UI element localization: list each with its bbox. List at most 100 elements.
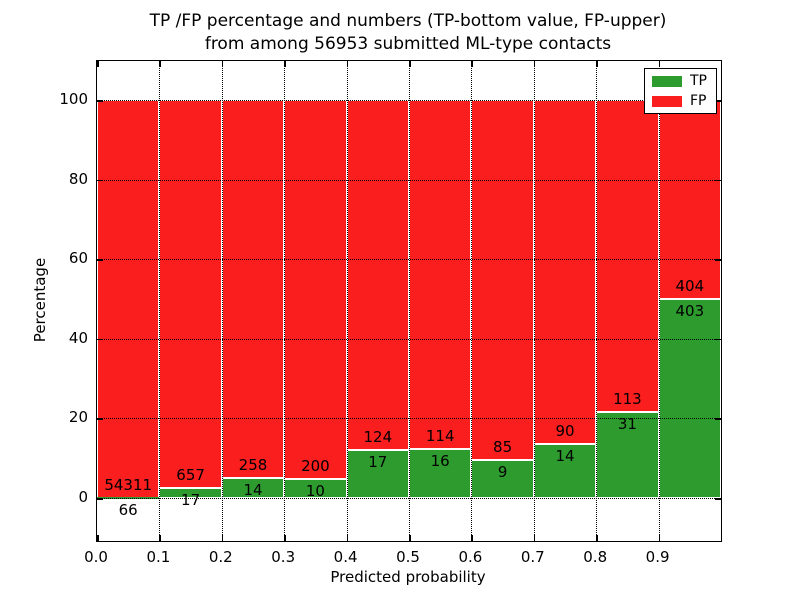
legend-item-fp: FP (652, 94, 707, 108)
gridline-vertical (221, 61, 223, 541)
bars-layer (97, 61, 721, 541)
y-tick-mark-right (715, 259, 721, 261)
gridline-vertical (658, 61, 660, 541)
y-tick-mark-right (715, 100, 721, 102)
y-tick-label: 60 (68, 249, 88, 268)
bar-segment-fp (533, 100, 597, 445)
gridline-horizontal (97, 338, 721, 340)
x-tick-mark (346, 535, 349, 541)
y-tick-mark-right (715, 498, 721, 500)
x-tick-mark (658, 535, 661, 541)
chart-title: TP /FP percentage and numbers (TP-bottom… (149, 11, 667, 54)
y-tick-mark (97, 418, 103, 420)
bar-segment-tp (471, 459, 534, 498)
gridline-horizontal (97, 100, 721, 101)
y-tick-mark (97, 179, 103, 182)
y-tick-label: 80 (68, 169, 88, 188)
y-tick-mark (97, 498, 103, 500)
legend-label-fp: FP (690, 93, 707, 109)
bar-count-label-tp: 31 (617, 415, 637, 434)
y-tick-label: 20 (68, 408, 88, 427)
x-tick-mark (533, 535, 536, 541)
bar-count-label-fp: 200 (301, 457, 330, 476)
x-tick-mark-top (159, 61, 161, 67)
bar-count-label-fp: 258 (238, 455, 268, 474)
bar-segment-tp (409, 449, 472, 498)
x-tick-mark (471, 535, 473, 541)
y-tick-label: 0 (78, 488, 88, 506)
gridline-horizontal (97, 498, 721, 499)
gridline-vertical (596, 61, 598, 541)
gridline-vertical (159, 61, 161, 541)
plot-area: 54311 66 657 17 258 14 200 10 124 17 114 16 85 9 90 14 1… (96, 60, 722, 542)
gridline-horizontal (97, 259, 721, 261)
x-tick-label: 0.9 (645, 548, 670, 566)
y-tick-mark (97, 100, 103, 102)
annotation-layer: 54311 66 657 17 258 14 200 10 124 17 114 16 85 9 90 14 1… (97, 61, 721, 541)
y-tick-label: 100 (59, 90, 88, 108)
legend-label-tp: TP (690, 73, 707, 89)
x-tick-label: 0.7 (520, 548, 545, 566)
x-tick-mark-top (596, 61, 598, 67)
bar-count-label-fp: 113 (613, 390, 642, 409)
bar-segment-tp (346, 450, 409, 498)
x-tick-mark-top (284, 61, 286, 67)
x-tick-mark-top (221, 61, 224, 67)
gridline-vertical (346, 61, 348, 541)
bar-segment-fp (284, 100, 347, 480)
bar-count-label-fp: 124 (363, 428, 393, 446)
x-tick-label: 0.4 (333, 548, 358, 566)
x-tick-mark (284, 535, 286, 541)
bar-count-label-tp: 66 (118, 500, 138, 519)
bar-count-label-fp: 404 (675, 277, 705, 296)
y-tick-mark (97, 338, 103, 341)
x-tick-mark (97, 535, 99, 541)
legend: TP FP (644, 68, 717, 114)
x-tick-label: 0.6 (458, 548, 483, 566)
bar-count-label-tp: 16 (430, 452, 450, 471)
x-tick-mark (221, 535, 224, 541)
gridline-vertical (409, 61, 410, 541)
bar-count-label-tp: 10 (305, 482, 325, 501)
grid-layer (97, 61, 721, 541)
tp-swatch-icon (652, 75, 682, 87)
y-tick-mark-right (715, 418, 721, 420)
x-axis-label: Predicted probability (330, 568, 486, 586)
bar-count-label-tp: 403 (675, 302, 705, 321)
bar-count-label-tp: 9 (497, 462, 508, 481)
x-tick-mark-top (97, 61, 99, 67)
bar-count-label-tp: 17 (181, 490, 201, 509)
x-tick-mark (159, 535, 161, 541)
bar-count-label-fp: 657 (176, 465, 205, 484)
bar-count-label-tp: 17 (368, 453, 388, 471)
x-tick-label: 0.0 (84, 548, 108, 566)
x-tick-mark-top (471, 61, 473, 67)
fp-swatch-icon (652, 95, 682, 107)
y-tick-mark (97, 259, 103, 261)
gridline-horizontal (97, 418, 721, 420)
bar-segment-fp (97, 100, 160, 498)
x-tick-mark-top (409, 61, 411, 67)
bar-count-label-fp: 85 (493, 437, 513, 456)
bar-count-label-fp: 90 (555, 422, 575, 441)
gridline-vertical (533, 61, 535, 541)
bar-segment-fp (658, 100, 721, 300)
bar-count-label-fp: 114 (425, 427, 455, 446)
y-tick-mark-right (715, 179, 721, 182)
x-tick-mark (409, 535, 411, 541)
x-tick-mark-top (658, 61, 661, 67)
y-tick-mark-right (715, 338, 721, 341)
x-tick-mark-top (346, 61, 349, 67)
bar-count-label-tp: 14 (555, 447, 575, 466)
bar-count-label-tp: 14 (243, 480, 263, 499)
x-tick-label: 0.2 (208, 548, 233, 566)
gridline-vertical (284, 61, 286, 541)
x-tick-label: 0.5 (396, 548, 420, 566)
bar-segment-fp (159, 100, 222, 488)
y-tick-label: 40 (68, 328, 88, 347)
x-tick-label: 0.8 (583, 548, 608, 566)
x-tick-label: 0.3 (271, 548, 296, 566)
bar-segment-tp (97, 497, 160, 499)
x-tick-mark (596, 535, 598, 541)
